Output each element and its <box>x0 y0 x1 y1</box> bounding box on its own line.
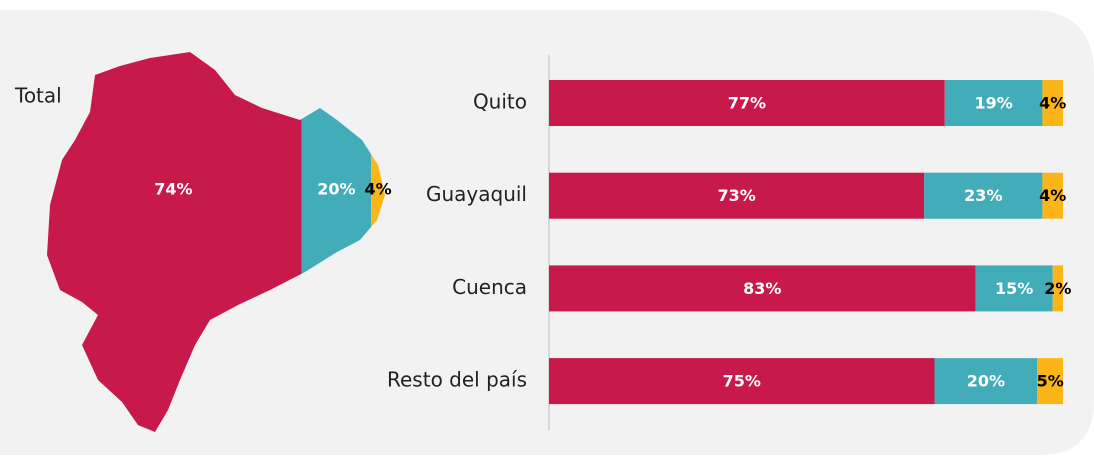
map-title: Total <box>14 84 62 108</box>
category-label: Resto del país <box>387 368 527 392</box>
bar-value-label: 19% <box>974 94 1012 113</box>
bar-segment <box>975 265 1053 312</box>
bar-segment <box>1037 358 1063 405</box>
bar-segment <box>549 358 935 405</box>
bar-segment <box>1042 172 1063 219</box>
map-value-label: 4% <box>364 180 391 199</box>
bar-value-label: 73% <box>717 186 755 205</box>
bar-value-label: 75% <box>723 372 761 391</box>
bar-value-label: 5% <box>1037 372 1064 391</box>
bar-segment <box>934 358 1038 405</box>
bar-segment <box>549 172 925 219</box>
bar-value-label: 4% <box>1039 94 1066 113</box>
bar-value-label: 83% <box>743 279 781 298</box>
bar-segment <box>924 172 1043 219</box>
category-label: Guayaquil <box>426 182 527 206</box>
map-value-label: 20% <box>317 180 355 199</box>
bar-value-label: 4% <box>1039 186 1066 205</box>
bar-segment <box>1052 265 1063 312</box>
bar-value-label: 20% <box>967 372 1005 391</box>
bar-value-label: 23% <box>964 186 1002 205</box>
bar-segment <box>549 265 976 312</box>
category-label: Cuenca <box>452 275 527 299</box>
map-value-label: 74% <box>154 180 192 199</box>
bar-value-label: 15% <box>995 279 1033 298</box>
bar-segment <box>549 80 945 126</box>
bar-value-label: 2% <box>1044 279 1071 298</box>
bar-segment <box>944 80 1043 126</box>
bar-segment <box>1042 80 1063 126</box>
bar-value-label: 77% <box>728 94 766 113</box>
category-label: Quito <box>473 90 527 114</box>
